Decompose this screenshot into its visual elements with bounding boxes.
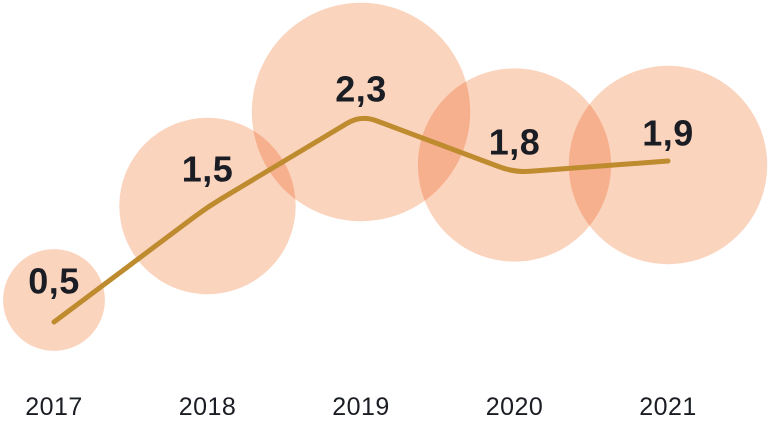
bubble-2021: [568, 65, 768, 265]
bubble-2019: [251, 2, 471, 222]
x-axis-label-2021: 2021: [639, 393, 697, 421]
value-label-2020: 1,8: [489, 122, 541, 163]
trend-line: [51, 115, 671, 325]
x-axis-label-2020: 2020: [486, 393, 544, 421]
x-axis-label-2017: 2017: [25, 393, 83, 421]
x-axis-label-2018: 2018: [179, 393, 237, 421]
value-label-2021: 1,9: [642, 113, 694, 154]
value-label-2019: 2,3: [335, 69, 387, 110]
bubble-2020: [417, 68, 612, 262]
x-axis-label-2019: 2019: [332, 393, 390, 421]
bubble-2017: [3, 249, 105, 351]
value-label-2018: 1,5: [182, 149, 234, 190]
value-label-2017: 0,5: [28, 261, 80, 302]
